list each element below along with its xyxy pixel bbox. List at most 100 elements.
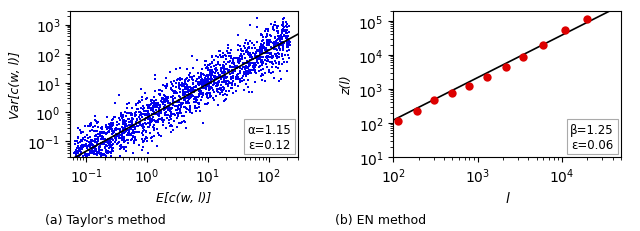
Point	[202, 66, 212, 70]
Point	[227, 66, 237, 69]
Point	[117, 134, 127, 137]
Point	[147, 117, 157, 121]
Point	[166, 113, 176, 117]
Point	[143, 106, 153, 110]
Point	[226, 76, 236, 80]
Point	[269, 77, 279, 81]
Point	[279, 17, 289, 20]
Point	[173, 114, 183, 118]
Point	[223, 61, 233, 64]
Point	[248, 66, 258, 70]
Point	[203, 97, 213, 100]
Point	[274, 55, 284, 59]
Point	[135, 121, 145, 125]
Point	[202, 69, 212, 73]
Point	[172, 117, 182, 121]
Point	[116, 115, 127, 119]
Point	[126, 138, 136, 142]
Point	[268, 26, 278, 30]
Point	[205, 88, 215, 91]
Point	[83, 137, 93, 140]
Point	[115, 145, 125, 148]
Point	[259, 44, 269, 47]
Point	[132, 131, 142, 135]
Point	[149, 119, 159, 123]
Point	[76, 153, 86, 157]
Point	[145, 109, 156, 112]
Point	[108, 131, 118, 135]
Point	[205, 63, 215, 67]
Point	[254, 70, 264, 73]
Point	[148, 96, 159, 99]
Point	[258, 68, 268, 71]
Point	[223, 70, 233, 73]
Point	[157, 102, 168, 106]
Point	[76, 152, 86, 156]
Point	[221, 89, 232, 93]
Point	[204, 92, 214, 96]
Point	[284, 43, 294, 46]
Point	[264, 39, 275, 43]
Point	[209, 75, 220, 79]
Point	[132, 108, 142, 112]
Point	[226, 57, 236, 61]
Point	[111, 127, 122, 131]
Point	[105, 145, 115, 149]
Point	[246, 69, 256, 73]
Point	[238, 61, 248, 65]
Point	[127, 116, 137, 120]
Point	[154, 114, 164, 118]
Point	[168, 104, 178, 108]
Point	[92, 154, 102, 158]
Point	[275, 37, 285, 41]
Point	[87, 129, 97, 132]
Point	[181, 100, 191, 104]
Point	[96, 143, 106, 146]
Point	[164, 119, 175, 122]
Point	[122, 114, 132, 118]
Point	[174, 86, 184, 89]
Point	[113, 127, 123, 131]
Point	[111, 128, 121, 132]
Point	[250, 47, 260, 51]
Point	[283, 46, 293, 49]
Point	[165, 115, 175, 119]
Point	[209, 82, 219, 85]
Point	[181, 102, 191, 105]
Point	[264, 71, 274, 75]
Point	[76, 131, 86, 135]
Point	[218, 85, 228, 89]
Point	[170, 105, 180, 109]
Point	[252, 59, 262, 63]
Point	[100, 154, 110, 158]
Point	[188, 87, 198, 90]
Point	[90, 129, 100, 133]
Point	[243, 42, 253, 46]
Point	[278, 18, 288, 22]
Point	[202, 92, 212, 96]
Point	[108, 128, 118, 132]
Point	[115, 118, 125, 122]
Point	[237, 68, 247, 71]
Point	[145, 104, 155, 108]
Point	[273, 80, 284, 83]
Point	[120, 131, 131, 134]
Point	[119, 141, 129, 144]
Point	[209, 98, 219, 102]
Point	[234, 59, 244, 63]
Point	[217, 91, 227, 95]
Point	[224, 69, 234, 73]
Point	[179, 106, 189, 110]
Point	[269, 44, 279, 48]
Point	[136, 113, 147, 117]
Point	[193, 81, 204, 85]
Point	[264, 44, 275, 47]
Point	[122, 125, 132, 128]
Point	[188, 83, 198, 87]
Point	[120, 125, 130, 129]
Point	[206, 82, 216, 85]
Point	[240, 42, 250, 46]
Point	[186, 90, 196, 94]
Point	[175, 108, 185, 111]
Point	[138, 124, 148, 128]
